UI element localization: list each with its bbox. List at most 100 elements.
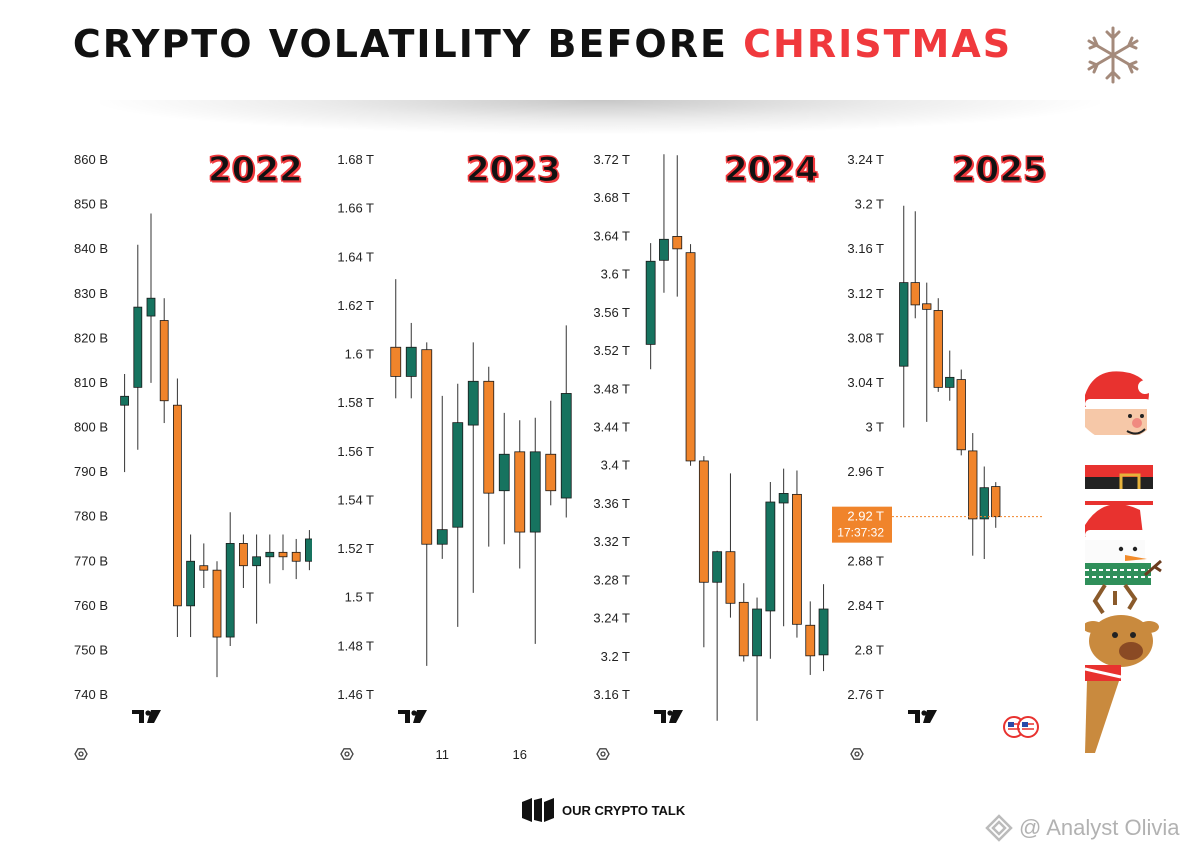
- candle-down: [291, 551, 301, 562]
- candle-down: [933, 310, 943, 388]
- candle-up: [405, 346, 417, 377]
- y-tick-label: 3.16 T: [593, 687, 630, 702]
- y-tick-label: 3.28 T: [593, 572, 630, 587]
- y-tick-label: 3.24 T: [593, 611, 630, 626]
- y-tick-label: 3.56 T: [593, 305, 630, 320]
- candle-up: [304, 538, 312, 562]
- y-tick-label: 750 B: [74, 642, 108, 657]
- header-shadow: [100, 100, 1100, 134]
- candle-up: [252, 556, 262, 567]
- year-label-2025: 2025: [951, 149, 1047, 190]
- y-tick-label: 2.76 T: [847, 687, 884, 702]
- y-tick-label: 1.66 T: [337, 201, 374, 216]
- candle-up: [712, 551, 723, 583]
- y-tick-label: 3.2 T: [601, 649, 630, 664]
- candle-down: [792, 493, 802, 625]
- settings-hexagon-icon: [850, 748, 864, 760]
- y-tick-label: 1.68 T: [337, 152, 374, 167]
- chart-panel-2025: 3.24 T 3.2 T 3.16 T 3.12 T 3.08 T 3.04 T 3 T 2.…: [832, 140, 1084, 780]
- y-tick-label: 830 B: [74, 286, 108, 301]
- candle-down: [956, 379, 966, 451]
- candle-up: [186, 560, 195, 607]
- chart-2024: 3.72 T 3.68 T 3.64 T 3.6 T 3.56 T 3.52 T 3.48 …: [593, 152, 829, 760]
- y-tick-label: 790 B: [74, 464, 108, 479]
- y-tick-label: 1.48 T: [337, 638, 374, 653]
- y-tick-label: 740 B: [74, 687, 108, 702]
- year-label-2023: 2023: [465, 149, 561, 190]
- snowflake-icon: [1087, 26, 1139, 84]
- y-tick-label: 3.64 T: [593, 228, 630, 243]
- watermark-logo-icon: [985, 814, 1013, 842]
- candle-down: [278, 551, 288, 558]
- candle-up: [452, 422, 464, 528]
- y-tick-label: 2.96 T: [847, 464, 884, 479]
- candle-up: [120, 395, 129, 406]
- candle-up: [436, 529, 448, 545]
- candle-up: [765, 501, 776, 612]
- title-main: CRYPTO VOLATILITY BEFORE: [72, 22, 728, 66]
- candle-up: [467, 380, 479, 426]
- y-tick-label: 820 B: [74, 330, 108, 345]
- candle-up: [560, 393, 572, 499]
- y-tick-label: 3.52 T: [593, 343, 630, 358]
- x-tick-label: 16: [513, 747, 527, 762]
- reindeer-icon: [1085, 583, 1159, 753]
- y-tick-label: 840 B: [74, 241, 108, 256]
- settings-hexagon-icon: [340, 748, 354, 760]
- tradingview-logo-icon: [132, 710, 161, 723]
- candle-up: [945, 376, 955, 388]
- candle-down: [421, 349, 433, 545]
- candle-down: [212, 569, 222, 638]
- candle-up: [146, 297, 156, 317]
- y-tick-label: 760 B: [74, 598, 108, 613]
- candle-up: [899, 282, 909, 367]
- candle-down: [685, 252, 696, 462]
- chart-panel-2024: 3.72 T 3.68 T 3.64 T 3.6 T 3.56 T 3.52 T 3.48 …: [578, 140, 830, 780]
- y-tick-label: 2.84 T: [847, 598, 884, 613]
- brand-name: OUR CRYPTO TALK: [562, 802, 686, 818]
- y-tick-label: 1.46 T: [337, 687, 374, 702]
- y-tick-label: 770 B: [74, 553, 108, 568]
- y-tick-label: 1.52 T: [337, 541, 374, 556]
- title-highlight: CHRISTMAS: [743, 22, 1013, 66]
- candle-down: [738, 601, 749, 657]
- y-tick-label: 1.62 T: [337, 298, 374, 313]
- candle-down: [991, 486, 1001, 518]
- candle-down: [545, 453, 557, 492]
- candle-up: [529, 451, 541, 533]
- y-tick-label: 1.56 T: [337, 444, 374, 459]
- candle-up: [645, 260, 656, 345]
- us-flag-badge-icon: [1003, 716, 1039, 738]
- chart-2025: 3.24 T 3.2 T 3.16 T 3.12 T 3.08 T 3.04 T 3 T 2.…: [832, 152, 1044, 760]
- candle-up: [265, 551, 275, 558]
- chart-panel-2023: 1.68 T 1.66 T 1.64 T 1.62 T 1.6 T 1.58 T 1.56 …: [322, 140, 574, 780]
- candle-down: [805, 624, 816, 657]
- y-tick-label: 3.44 T: [593, 420, 630, 435]
- candle-up: [752, 608, 762, 657]
- candle-up: [818, 608, 829, 656]
- brand-logo-icon: [522, 798, 554, 822]
- y-tick-label: 3.24 T: [847, 152, 884, 167]
- candle-down: [514, 451, 526, 533]
- tradingview-logo-icon: [398, 710, 427, 723]
- y-tick-label: 3.08 T: [847, 330, 884, 345]
- tradingview-logo-icon: [908, 710, 937, 723]
- santa-icon: [1085, 371, 1153, 505]
- year-label-2024: 2024: [723, 149, 819, 190]
- y-tick-label: 3.36 T: [593, 496, 630, 511]
- candle-up: [979, 487, 989, 520]
- watermark: @ Analyst Olivia: [985, 814, 1180, 842]
- y-tick-label: 3.16 T: [847, 241, 884, 256]
- christmas-characters-decoration: [1085, 371, 1162, 753]
- y-tick-label: 3.48 T: [593, 381, 630, 396]
- candle-down: [910, 282, 920, 306]
- y-tick-label: 2.8 T: [855, 642, 884, 657]
- chart-panel-2022: 860 B 850 B 840 B 830 B 820 B 810 B 800 B 790 B…: [60, 140, 312, 780]
- candle-down: [672, 236, 683, 250]
- y-tick-label: 800 B: [74, 420, 108, 435]
- page-title: CRYPTO VOLATILITY BEFORE CHRISTMAS: [0, 22, 1085, 66]
- y-tick-label: 3.04 T: [847, 375, 884, 390]
- y-tick-label: 3.2 T: [855, 197, 884, 212]
- y-tick-label: 860 B: [74, 152, 108, 167]
- y-tick-label: 780 B: [74, 509, 108, 524]
